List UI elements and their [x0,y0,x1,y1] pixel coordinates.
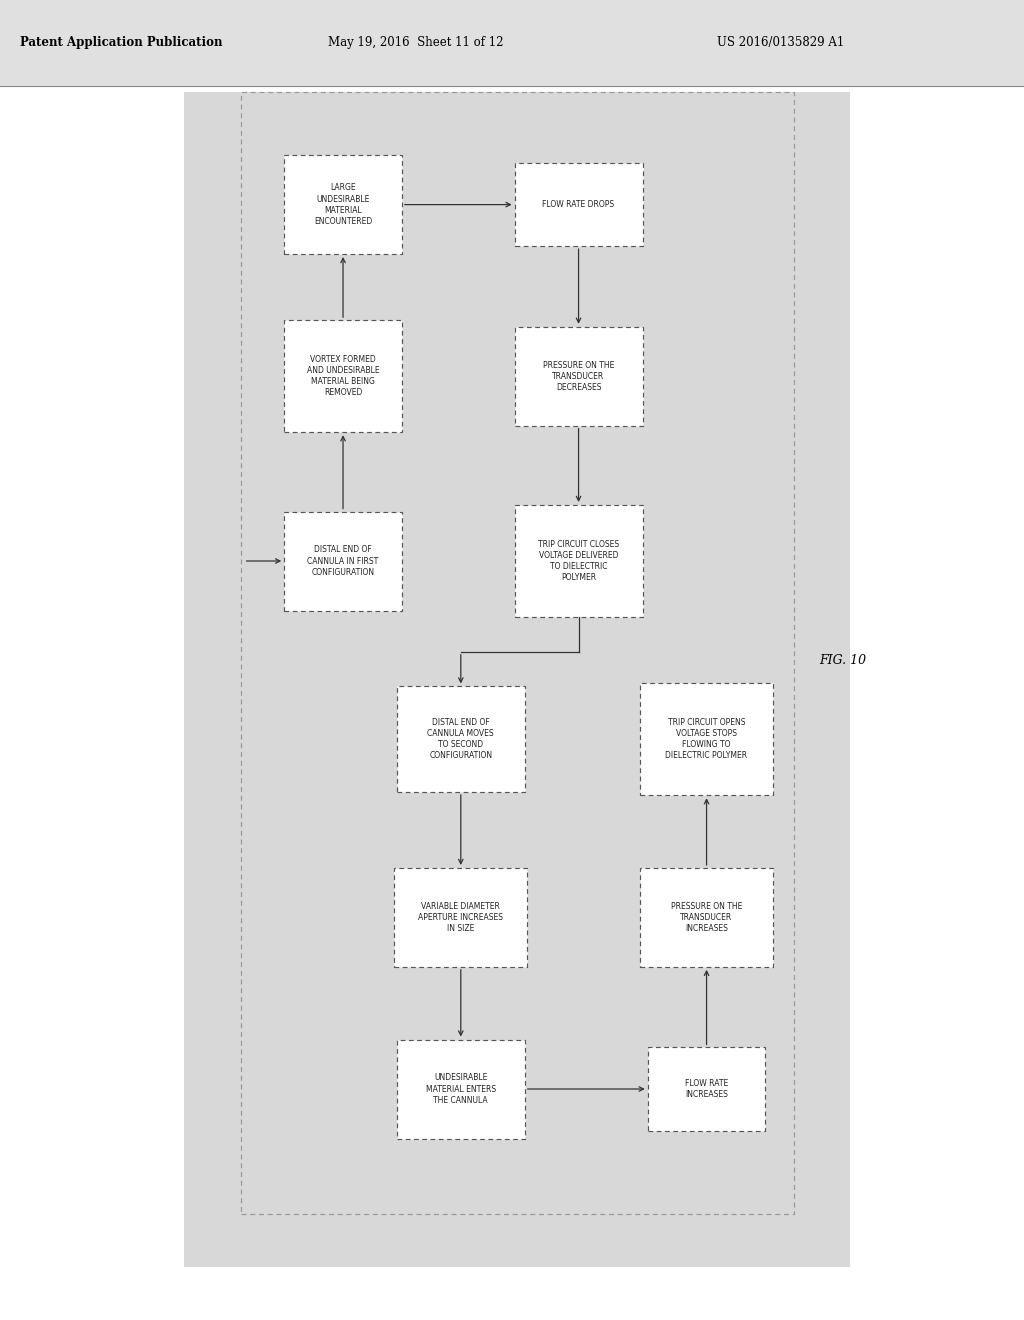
FancyBboxPatch shape [285,321,401,433]
Text: FIG. 10: FIG. 10 [819,653,866,667]
FancyBboxPatch shape [285,156,401,253]
Text: Patent Application Publication: Patent Application Publication [20,36,223,49]
Text: UNDESIRABLE
MATERIAL ENTERS
THE CANNULA: UNDESIRABLE MATERIAL ENTERS THE CANNULA [426,1073,496,1105]
Text: DISTAL END OF
CANNULA MOVES
TO SECOND
CONFIGURATION: DISTAL END OF CANNULA MOVES TO SECOND CO… [427,718,495,760]
Text: TRIP CIRCUIT OPENS
VOLTAGE STOPS
FLOWING TO
DIELECTRIC POLYMER: TRIP CIRCUIT OPENS VOLTAGE STOPS FLOWING… [666,718,748,760]
Bar [0,0,1024,86]
Text: PRESSURE ON THE
TRANSDUCER
DECREASES: PRESSURE ON THE TRANSDUCER DECREASES [543,360,614,392]
FancyBboxPatch shape [514,162,643,246]
FancyBboxPatch shape [394,869,527,966]
FancyBboxPatch shape [640,869,773,966]
Text: VORTEX FORMED
AND UNDESIRABLE
MATERIAL BEING
REMOVED: VORTEX FORMED AND UNDESIRABLE MATERIAL B… [307,355,379,397]
Bar [241,92,794,1214]
FancyBboxPatch shape [514,506,643,618]
Text: TRIP CIRCUIT CLOSES
VOLTAGE DELIVERED
TO DIELECTRIC
POLYMER: TRIP CIRCUIT CLOSES VOLTAGE DELIVERED TO… [538,540,620,582]
FancyBboxPatch shape [285,512,401,610]
Text: PRESSURE ON THE
TRANSDUCER
INCREASES: PRESSURE ON THE TRANSDUCER INCREASES [671,902,742,933]
FancyBboxPatch shape [647,1048,765,1130]
Text: FLOW RATE DROPS: FLOW RATE DROPS [543,201,614,209]
Text: FLOW RATE
INCREASES: FLOW RATE INCREASES [685,1078,728,1100]
FancyBboxPatch shape [397,686,524,792]
FancyBboxPatch shape [397,1040,524,1138]
Text: DISTAL END OF
CANNULA IN FIRST
CONFIGURATION: DISTAL END OF CANNULA IN FIRST CONFIGURA… [307,545,379,577]
Bar [184,92,850,1267]
Text: May 19, 2016  Sheet 11 of 12: May 19, 2016 Sheet 11 of 12 [328,36,503,49]
Text: LARGE
UNDESIRABLE
MATERIAL
ENCOUNTERED: LARGE UNDESIRABLE MATERIAL ENCOUNTERED [314,183,372,226]
FancyBboxPatch shape [514,327,643,425]
FancyBboxPatch shape [640,682,773,795]
Text: US 2016/0135829 A1: US 2016/0135829 A1 [717,36,844,49]
Text: VARIABLE DIAMETER
APERTURE INCREASES
IN SIZE: VARIABLE DIAMETER APERTURE INCREASES IN … [418,902,504,933]
